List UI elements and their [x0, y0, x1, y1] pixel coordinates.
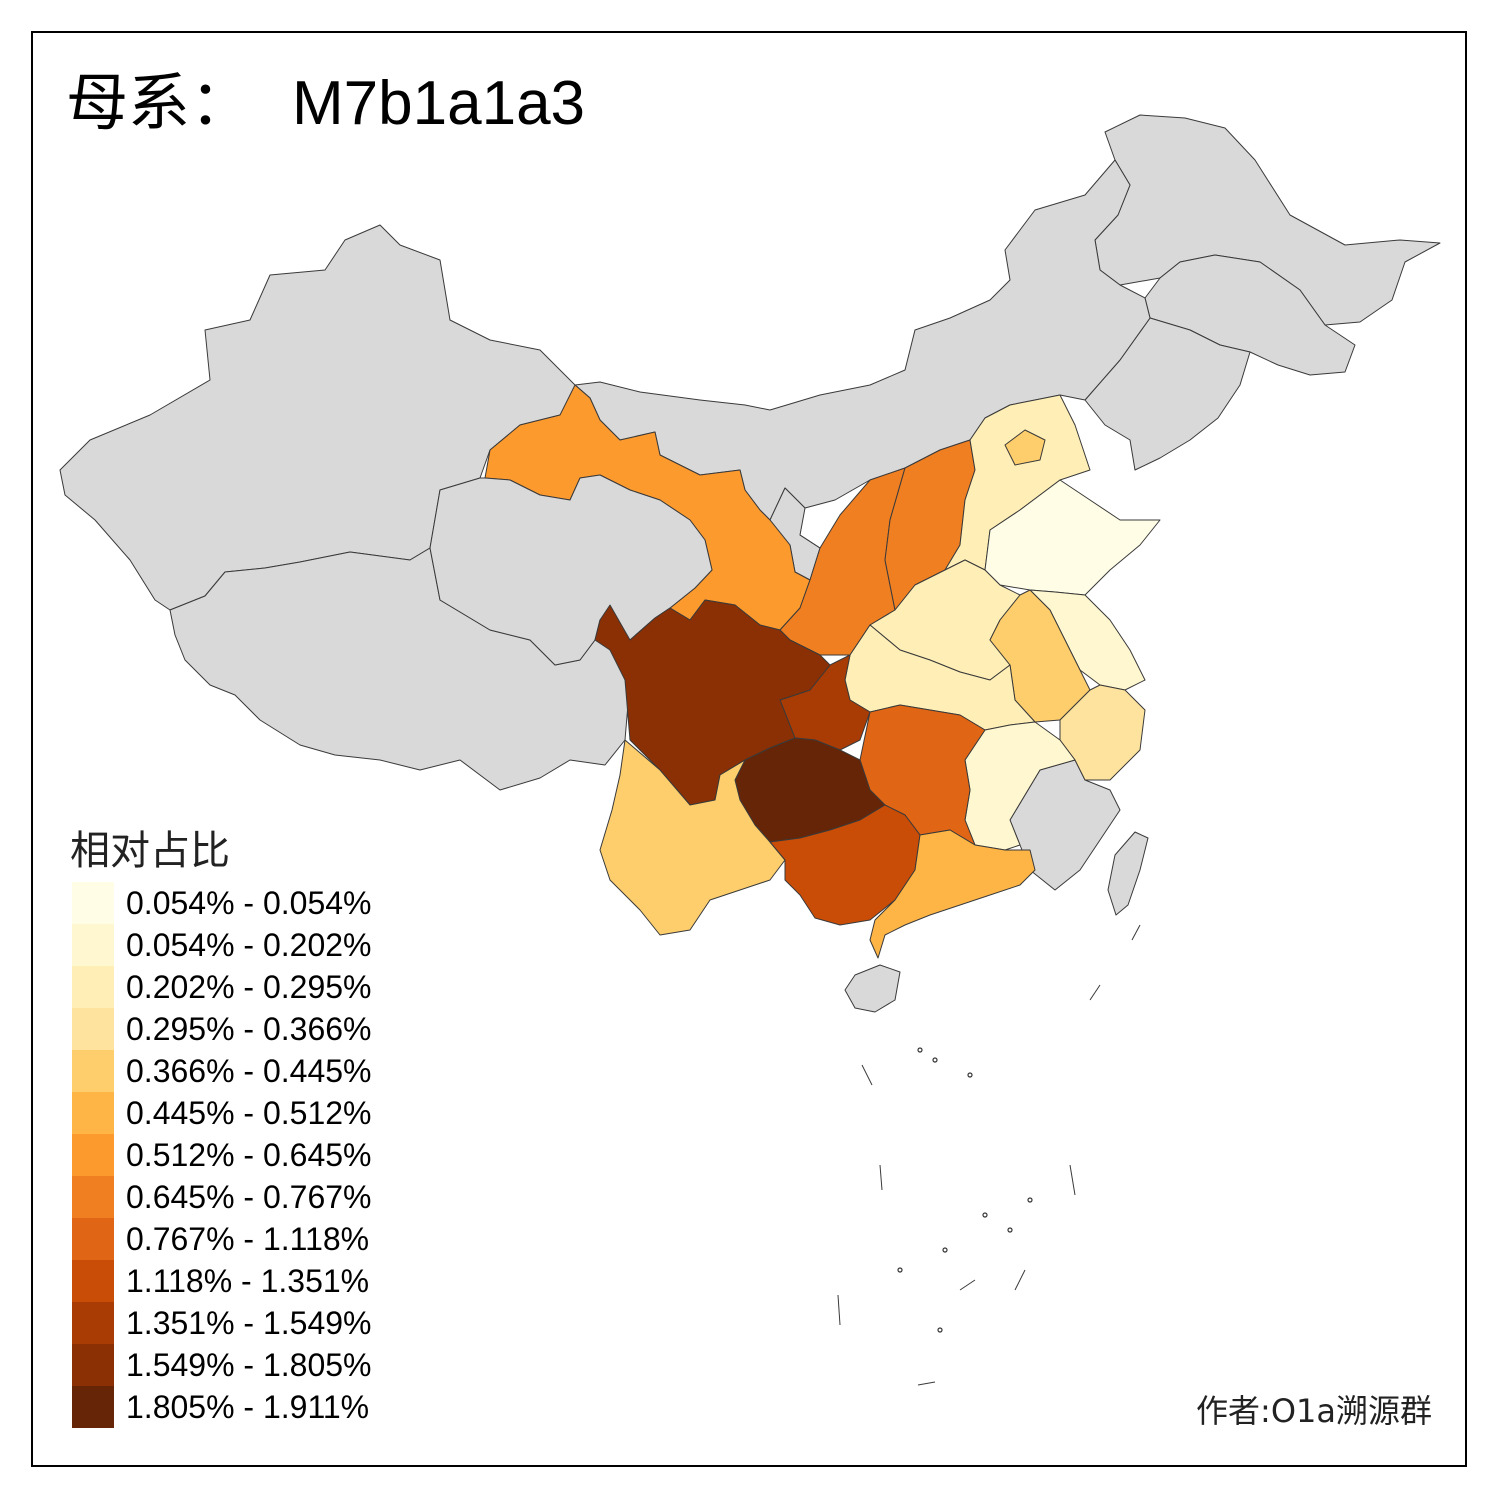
- legend-label: 0.445% - 0.512%: [126, 1094, 372, 1131]
- legend-item: 1.805% - 1.911%: [72, 1386, 372, 1428]
- map-frame: [31, 31, 1467, 1467]
- south-china-sea-islands: [837, 924, 1141, 1386]
- legend-item: 1.351% - 1.549%: [72, 1302, 372, 1344]
- legend-swatch: [72, 882, 114, 924]
- legend-label: 1.351% - 1.549%: [126, 1304, 372, 1341]
- legend-swatch: [72, 1176, 114, 1218]
- legend-label: 0.366% - 0.445%: [126, 1052, 372, 1089]
- author-credit: 作者:O1a溯源群: [1196, 1392, 1432, 1430]
- legend-label: 0.054% - 0.054%: [126, 884, 372, 921]
- legend-item: 0.645% - 0.767%: [72, 1176, 372, 1218]
- legend-label: 0.054% - 0.202%: [126, 926, 372, 963]
- legend-label: 1.805% - 1.911%: [126, 1388, 370, 1425]
- title-prefix: 母系：: [66, 66, 253, 139]
- region-yunnan: [599, 739, 786, 936]
- legend-swatch: [72, 1344, 114, 1386]
- legend-label: 0.512% - 0.645%: [126, 1136, 372, 1173]
- region-guangdong: [869, 829, 1036, 959]
- title-haplogroup: M7b1a1a3: [292, 69, 586, 138]
- legend-swatch: [72, 1386, 114, 1428]
- region-qinghai: [429, 474, 713, 666]
- region-taiwan: [1107, 831, 1149, 916]
- legend-swatch: [72, 1050, 114, 1092]
- map-title: 母系： M7b1a1a3: [66, 72, 585, 135]
- legend-item: 0.767% - 1.118%: [72, 1218, 372, 1260]
- legend-swatch: [72, 924, 114, 966]
- region-liaoning: [1084, 317, 1251, 471]
- legend-item: 0.295% - 0.366%: [72, 1008, 372, 1050]
- region-hainan: [844, 964, 901, 1013]
- legend-item: 0.054% - 0.202%: [72, 924, 372, 966]
- legend-item: 0.366% - 0.445%: [72, 1050, 372, 1092]
- legend-label: 0.295% - 0.366%: [126, 1010, 372, 1047]
- legend-label: 0.767% - 1.118%: [126, 1220, 370, 1257]
- no-data-regions: [59, 114, 1441, 1013]
- region-beijing: [1004, 429, 1046, 466]
- legend: 0.054% - 0.054% 0.054% - 0.202% 0.202% - 0…: [72, 882, 372, 1428]
- legend-item: 0.054% - 0.054%: [72, 882, 372, 924]
- legend-label: 0.645% - 0.767%: [126, 1178, 372, 1215]
- data-regions: [429, 384, 1161, 959]
- legend-label: 1.118% - 1.351%: [126, 1262, 370, 1299]
- legend-swatch: [72, 1218, 114, 1260]
- legend-swatch: [72, 1302, 114, 1344]
- legend-item: 0.445% - 0.512%: [72, 1092, 372, 1134]
- legend-swatch: [72, 966, 114, 1008]
- legend-swatch: [72, 1092, 114, 1134]
- region-shandong: [984, 479, 1161, 596]
- legend-label: 1.549% - 1.805%: [126, 1346, 372, 1383]
- legend-swatch: [72, 1008, 114, 1050]
- legend-item: 0.202% - 0.295%: [72, 966, 372, 1008]
- legend-item: 1.549% - 1.805%: [72, 1344, 372, 1386]
- legend-swatch: [72, 1134, 114, 1176]
- legend-label: 0.202% - 0.295%: [126, 968, 372, 1005]
- legend-title: 相对占比: [70, 828, 230, 874]
- legend-swatch: [72, 1260, 114, 1302]
- legend-item: 0.512% - 0.645%: [72, 1134, 372, 1176]
- legend-item: 1.118% - 1.351%: [72, 1260, 372, 1302]
